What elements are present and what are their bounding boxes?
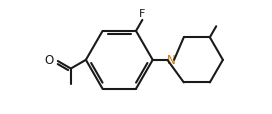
Text: O: O xyxy=(44,54,53,67)
Text: N: N xyxy=(166,54,175,67)
Text: F: F xyxy=(139,9,146,19)
